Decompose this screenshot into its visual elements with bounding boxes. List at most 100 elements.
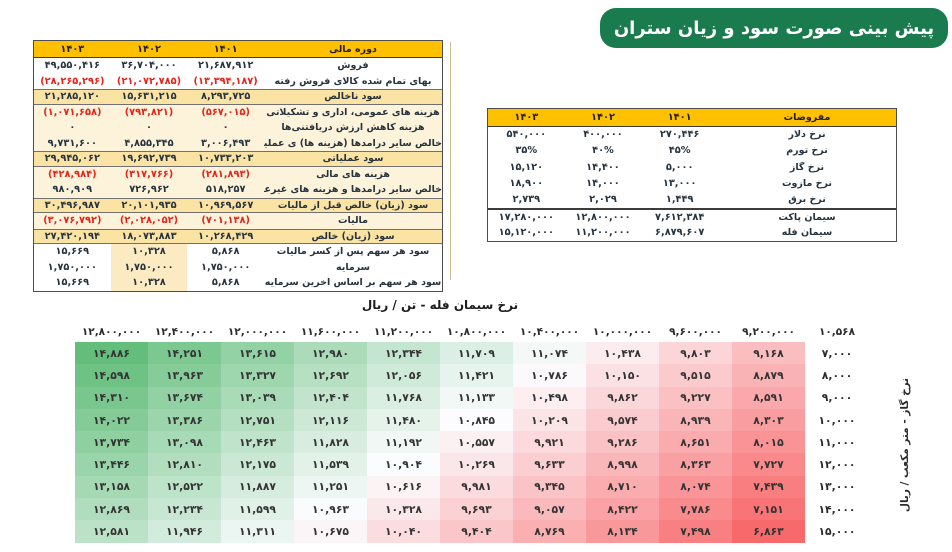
eps-cell: ۱۳,۰۹۸ bbox=[148, 431, 221, 454]
value-cell: ۴۰۰,۰۰۰ bbox=[583, 129, 623, 141]
value-cell: ۰ bbox=[69, 122, 76, 134]
table-row: سود ناخالص ۸,۲۹۳,۷۲۵ ۱۵,۶۳۱,۲۱۵ ۲۱,۲۸۵,۱۲۰ bbox=[34, 89, 442, 105]
eps-cell: ۹,۵۱۵ bbox=[659, 364, 732, 387]
value-cell: ۱۸,۹۰۰ bbox=[509, 178, 544, 190]
value-cell: (۵۶۷,۰۱۵) bbox=[201, 106, 250, 118]
row-label: سود ناخالص bbox=[324, 91, 382, 103]
table-row: بهای تمام شده کالای فروش رفته (۱۳,۳۹۴,۱۸۷… bbox=[34, 74, 442, 90]
value-cell: ۶,۸۷۹,۶۰۷ bbox=[655, 226, 705, 238]
eps-cell: ۱۰,۰۴۰ bbox=[367, 520, 440, 543]
eps-cell: ۱۴,۸۸۶ bbox=[75, 342, 148, 365]
value-cell: ۴۰% bbox=[592, 145, 614, 157]
table-row: هزینه های عمومی، اداری و تشکیلاتی (۵۶۷,۰۱… bbox=[34, 104, 442, 121]
value-cell: ۵,۸۶۸ bbox=[211, 246, 240, 258]
eps-cell: ۸,۷۱۰ bbox=[586, 475, 659, 499]
value-cell: ۲۱,۶۸۷,۹۱۲ bbox=[198, 60, 254, 72]
eps-cell: ۱۲,۱۷۵ bbox=[221, 453, 294, 476]
eps-cell: ۹,۸۶۲ bbox=[586, 386, 659, 409]
row-label: سود هر سهم پس از کسر مالیات bbox=[276, 246, 430, 258]
value-cell: (۱۳,۳۹۴,۱۸۷) bbox=[193, 75, 258, 87]
gas-rate-cell: ۱۴,۰۰۰ bbox=[805, 498, 869, 521]
eps-cell: ۱۰,۶۷۵ bbox=[294, 520, 367, 543]
eps-cell: ۱۰,۵۵۷ bbox=[440, 431, 513, 454]
value-cell: ۱۸,۰۷۳,۸۸۳ bbox=[121, 230, 177, 242]
gas-rate-cell: ۱۳,۰۰۰ bbox=[805, 475, 869, 499]
eps-cell: ۱۰,۳۲۸ bbox=[367, 498, 440, 521]
row-label: سود عملیاتی bbox=[322, 153, 384, 165]
eps-cell: ۱۳,۷۳۴ bbox=[75, 431, 148, 454]
header-year: ۱۴۰۳ bbox=[60, 43, 85, 55]
value-cell: ۱۱,۲۰۰,۰۰۰ bbox=[575, 226, 631, 238]
table-row: نرخ مازوت ۱۳,۰۰۰ ۱۴,۰۰۰ ۱۸,۹۰۰ bbox=[488, 175, 896, 191]
table-row: سیمان پاکت ۷,۶۱۲,۳۸۴ ۱۲,۸۰۰,۰۰۰ ۱۷,۲۸۰,۰۰۰ bbox=[488, 207, 896, 224]
eps-cell: ۱۱,۹۴۶ bbox=[148, 520, 221, 543]
eps-cell: ۸,۹۳۹ bbox=[659, 408, 732, 432]
table-row: خالص سایر درامدها (هزینه ها) ی عملیاتی ۳,… bbox=[34, 135, 442, 152]
eps-cell: ۱۰,۷۸۶ bbox=[513, 364, 586, 387]
cement-price-header: ۱۰,۰۰۰,۰۰۰ bbox=[592, 326, 653, 338]
heatmap-row: ۱۴,۵۹۸ ۱۳,۹۶۳ ۱۳,۳۲۷ ۱۲,۶۹۲ ۱۲,۰۵۶ ۱۱,۴۲۱ ۱۰,۷… bbox=[75, 364, 869, 387]
eps-cell: ۱۲,۷۵۱ bbox=[221, 408, 294, 432]
eps-cell: ۷,۴۳۹ bbox=[732, 475, 805, 499]
value-cell: (۱,۰۷۱,۶۵۸) bbox=[43, 106, 102, 118]
value-cell: ۳۵% bbox=[515, 145, 538, 157]
value-cell: (۷۰۱,۱۳۸) bbox=[201, 215, 250, 227]
row-label: بهای تمام شده کالای فروش رفته bbox=[274, 75, 432, 87]
value-cell: ۹,۷۳۱,۶۰۰ bbox=[47, 137, 97, 149]
value-cell: ۰ bbox=[146, 122, 152, 134]
eps-cell: ۸,۳۶۳ bbox=[659, 453, 732, 476]
eps-cell: ۹,۲۲۷ bbox=[659, 386, 732, 409]
value-cell: ۳,۰۰۶,۴۹۳ bbox=[201, 137, 251, 149]
value-cell: ۳۶,۷۰۴,۰۰۰ bbox=[121, 60, 177, 72]
eps-cell: ۱۱,۰۷۴ bbox=[513, 342, 586, 365]
eps-cell: ۷,۱۵۱ bbox=[732, 498, 805, 521]
value-cell: ۲۷,۴۲۰,۱۹۴ bbox=[44, 230, 100, 242]
heatmap-row: ۱۳,۱۵۸ ۱۲,۵۲۲ ۱۱,۸۸۷ ۱۱,۲۵۱ ۱۰,۶۱۶ ۹,۹۸۱ ۹,۳۴۵… bbox=[75, 475, 869, 499]
eps-cell: ۱۱,۳۱۱ bbox=[221, 520, 294, 543]
eps-cell: ۱۱,۸۸۷ bbox=[221, 475, 294, 499]
eps-cell: ۷,۷۸۶ bbox=[659, 498, 732, 521]
eps-cell: ۱۲,۳۴۴ bbox=[367, 342, 440, 365]
eps-cell: ۱۰,۱۵۰ bbox=[586, 364, 659, 387]
value-cell: ۱,۷۵۰,۰۰۰ bbox=[47, 261, 97, 273]
value-cell: ۱۵,۱۲۰ bbox=[509, 161, 544, 173]
heatmap-row: ۱۳,۷۳۴ ۱۳,۰۹۸ ۱۲,۴۶۳ ۱۱,۸۲۸ ۱۱,۱۹۲ ۱۰,۵۵۷ ۹,۹۲… bbox=[75, 431, 869, 454]
value-cell: ۱۰,۳۲۸ bbox=[110, 275, 188, 291]
value-cell: ۵۱۸,۲۵۷ bbox=[205, 184, 246, 196]
eps-cell: ۹,۳۴۵ bbox=[513, 475, 586, 499]
eps-cell: ۱۱,۷۶۸ bbox=[367, 386, 440, 409]
eps-cell: ۱۲,۴۰۴ bbox=[294, 386, 367, 409]
eps-cell: ۷,۷۲۷ bbox=[732, 453, 805, 476]
eps-cell: ۹,۵۷۴ bbox=[586, 408, 659, 432]
eps-cell: ۸,۳۰۳ bbox=[732, 408, 805, 432]
table-row: سود هر سهم بر اساس آخرین سرمایه ۵,۸۶۸ ۱۰,۳… bbox=[34, 275, 442, 291]
heatmap-row: ۱۲,۸۶۹ ۱۲,۲۳۴ ۱۱,۵۹۹ ۱۰,۹۶۳ ۱۰,۳۲۸ ۹,۶۹۳ ۹,۰۵۷… bbox=[75, 498, 869, 521]
eps-cell: ۱۰,۲۶۹ bbox=[440, 453, 513, 476]
gas-rate-cell: ۷,۰۰۰ bbox=[805, 342, 869, 365]
eps-cell: ۹,۹۲۱ bbox=[513, 431, 586, 454]
gas-rate-cell: ۱۰,۰۰۰ bbox=[805, 408, 869, 432]
eps-cell: ۹,۴۰۴ bbox=[440, 520, 513, 543]
eps-cell: ۸,۹۹۸ bbox=[586, 453, 659, 476]
eps-cell: ۱۱,۱۳۳ bbox=[440, 386, 513, 409]
eps-cell: ۱۱,۵۹۹ bbox=[221, 498, 294, 521]
value-cell: ۵,۸۶۸ bbox=[211, 277, 240, 289]
eps-cell: ۸,۷۶۹ bbox=[513, 520, 586, 543]
eps-cell: ۱۰,۹۶۳ bbox=[294, 498, 367, 521]
value-cell: ۱۰,۷۳۳,۲۰۳ bbox=[198, 153, 254, 165]
gas-rate-cell: ۱۵,۰۰۰ bbox=[805, 520, 869, 543]
eps-cell: ۱۰,۲۰۹ bbox=[513, 408, 586, 432]
table-header-row: دوره مالی ۱۴۰۱ ۱۴۰۲ ۱۴۰۳ bbox=[34, 41, 442, 58]
eps-cell: ۹,۶۳۳ bbox=[513, 453, 586, 476]
heatmap-title: نرخ سیمان فله - تن / ریال bbox=[361, 298, 519, 312]
value-cell: ۹۸۰,۹۰۹ bbox=[52, 184, 93, 196]
heatmap-row: ۱۳,۴۴۶ ۱۲,۸۱۰ ۱۲,۱۷۵ ۱۱,۵۳۹ ۱۰,۹۰۴ ۱۰,۲۶۹ ۹,۶۳… bbox=[75, 453, 869, 476]
table-row: نرخ برق ۱,۴۴۹ ۲,۰۲۹ ۲,۷۳۹ bbox=[488, 192, 896, 208]
eps-cell: ۱۲,۸۱۰ bbox=[148, 453, 221, 476]
header-year: ۱۴۰۲ bbox=[137, 43, 161, 55]
header-year: ۱۴۰۱ bbox=[667, 111, 692, 123]
value-cell: ۰ bbox=[222, 122, 229, 134]
eps-cell: ۱۲,۶۹۲ bbox=[294, 364, 367, 387]
value-cell: ۷۲۶,۹۶۲ bbox=[129, 184, 169, 196]
table-row: نرخ دلار ۲۷۰,۴۴۶ ۴۰۰,۰۰۰ ۵۴۰,۰۰۰ bbox=[488, 127, 896, 143]
